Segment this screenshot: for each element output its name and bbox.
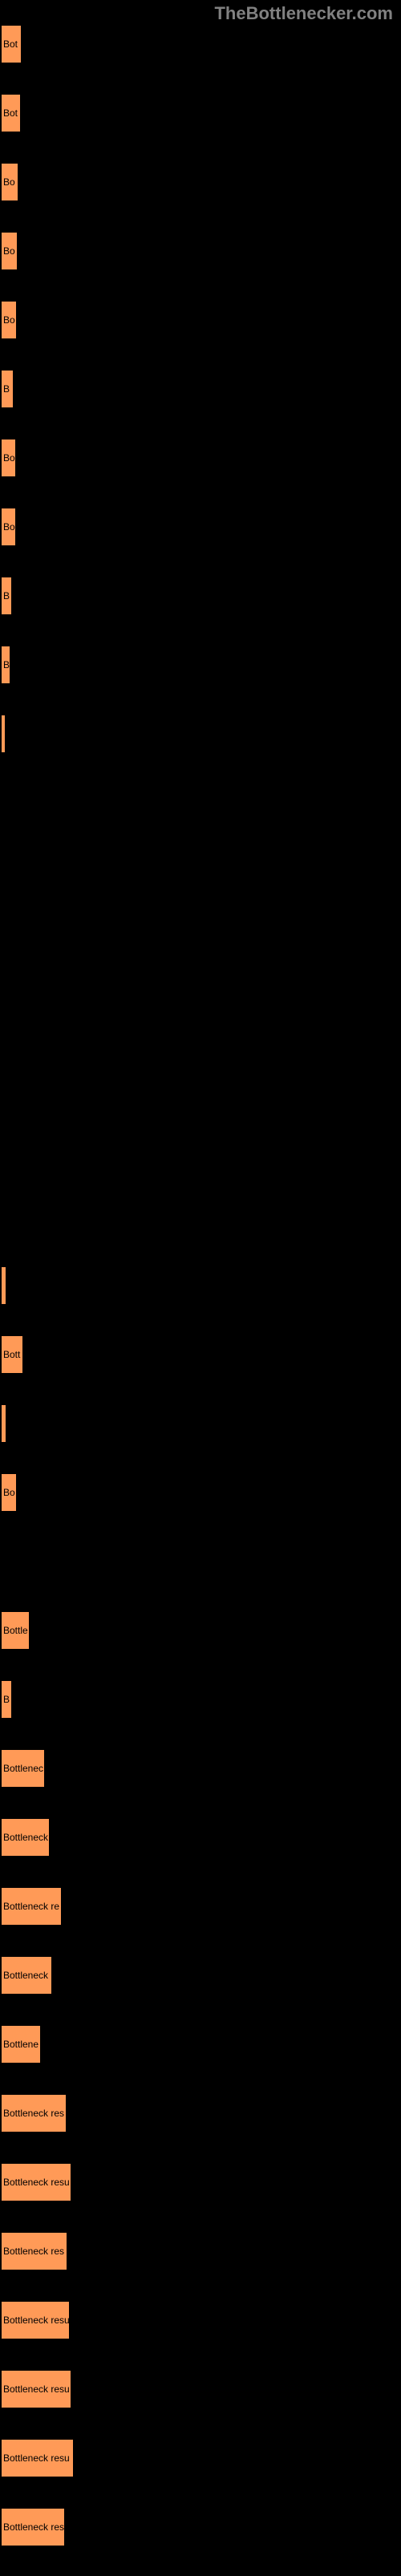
bar: Bottleneck resu — [0, 2162, 72, 2202]
bar-row: Bottleneck — [0, 1955, 401, 1995]
bar-row: Bottleneck resu — [0, 2300, 401, 2340]
bar-row: Bottlenec — [0, 1748, 401, 1788]
bar-row — [0, 1541, 401, 1582]
bar-row: Bottleneck resu — [0, 2369, 401, 2409]
bar: Bottleneck resu — [0, 2369, 72, 2409]
bar: Bo — [0, 300, 18, 340]
bar-row — [0, 1197, 401, 1237]
bar-row: Bo — [0, 300, 401, 340]
bar: Bottleneck resu — [0, 2438, 75, 2478]
bar-row: Bottleneck res — [0, 2231, 401, 2271]
bar-row — [0, 921, 401, 961]
bar: B — [0, 645, 11, 685]
bar-row — [0, 1128, 401, 1168]
bar-row: Bo — [0, 1472, 401, 1513]
bar-row: Bottleneck — [0, 1817, 401, 1857]
bar: Bottleneck — [0, 1955, 53, 1995]
bar-row: B — [0, 645, 401, 685]
bar: Bottle — [0, 1610, 30, 1651]
bar: Bottleneck resu — [0, 2300, 71, 2340]
bar-row: Bo — [0, 438, 401, 478]
bar — [0, 714, 6, 754]
bar: Bot — [0, 24, 22, 64]
bar: Bo — [0, 1472, 18, 1513]
bar-row: Bo — [0, 507, 401, 547]
bar-row: B — [0, 369, 401, 409]
bar: Bottleneck re — [0, 1886, 63, 1926]
bar-chart: BotBotBoBoBoBBoBoBBBottBoBottleBBottlene… — [0, 24, 401, 2576]
bar-row: B — [0, 576, 401, 616]
bar: B — [0, 369, 14, 409]
bar: Bottleneck — [0, 1817, 51, 1857]
bar: Bottlenec — [0, 1748, 46, 1788]
bar: B — [0, 576, 13, 616]
bar — [0, 1403, 7, 1444]
bar: Bottleneck res — [0, 2093, 67, 2133]
bar: Bot — [0, 93, 22, 133]
bar — [0, 1266, 7, 1306]
bar-row — [0, 714, 401, 754]
bar-row — [0, 1266, 401, 1306]
bar: Bo — [0, 231, 18, 271]
bar: Bo — [0, 438, 17, 478]
bar-row: Bottleneck resu — [0, 2162, 401, 2202]
bar: B — [0, 1679, 13, 1719]
bar-row: B — [0, 1679, 401, 1719]
bar: Bottleneck res — [0, 2231, 68, 2271]
bar-row: Bot — [0, 24, 401, 64]
bar-row — [0, 783, 401, 823]
bar-row: Bott — [0, 1335, 401, 1375]
bar: Bott — [0, 1335, 24, 1375]
bar-row — [0, 990, 401, 1030]
bar-row: Bottleneck res — [0, 2507, 401, 2547]
bar-row: Bo — [0, 162, 401, 202]
bar-row — [0, 1059, 401, 1099]
bar-row: Bot — [0, 93, 401, 133]
bar-row — [0, 852, 401, 892]
bar-row: Bottleneck res — [0, 2093, 401, 2133]
bar-row: Bottle — [0, 1610, 401, 1651]
bar-row: Bottleneck resu — [0, 2438, 401, 2478]
watermark-text: TheBottlenecker.com — [214, 3, 393, 24]
bar: Bottlene — [0, 2024, 42, 2064]
bar: Bottleneck res — [0, 2507, 66, 2547]
bar-row: Bo — [0, 231, 401, 271]
bar-row — [0, 1403, 401, 1444]
bar-row: Bottlene — [0, 2024, 401, 2064]
bar-row: Bottleneck re — [0, 1886, 401, 1926]
bar: Bo — [0, 162, 19, 202]
bar: Bo — [0, 507, 17, 547]
